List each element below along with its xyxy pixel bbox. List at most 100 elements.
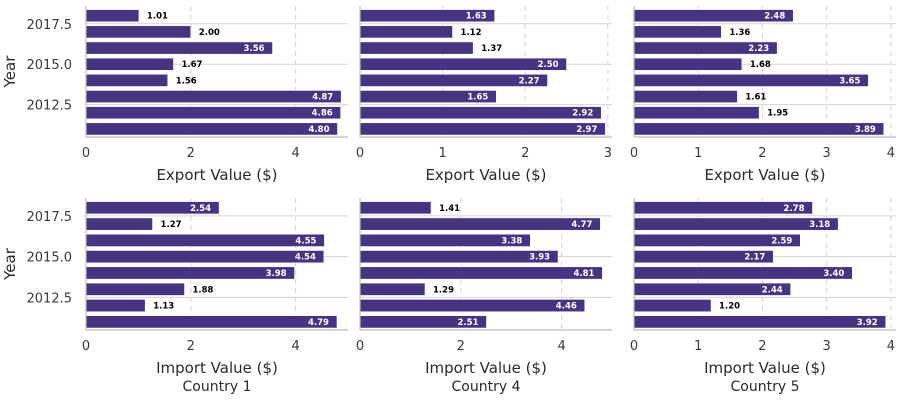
panel-import-0-bar-label: 1.13 xyxy=(153,302,174,312)
panel-export-2-bar xyxy=(633,73,869,87)
panel-import-0-y-tick-label: 2012.5 xyxy=(27,291,73,306)
panel-export-1-bar-label: 2.50 xyxy=(538,60,559,70)
panel-import-2-bar-label: 3.40 xyxy=(823,269,844,279)
panel-export-0-x-tick-label: 2 xyxy=(187,146,195,161)
panel-export-0-bar-label: 3.56 xyxy=(244,44,265,54)
panel-export-0-bar-label: 1.01 xyxy=(147,12,168,22)
panel-import-0-bar-label: 4.54 xyxy=(295,253,316,263)
panel-export-0-bar-label: 1.67 xyxy=(182,60,203,70)
column-title-0: Country 1 xyxy=(183,379,252,395)
panel-export-2-x-tick-label: 0 xyxy=(630,146,638,161)
panel-import-2-bar-label: 3.18 xyxy=(809,220,830,230)
panel-export-1-bar xyxy=(359,25,453,39)
panel-import-0-bar-label: 3.98 xyxy=(266,269,287,279)
panel-export-0-x-axis-title: Export Value ($) xyxy=(156,166,277,184)
panel-export-2-bar-label: 1.36 xyxy=(729,28,750,38)
panel-export-1-x-tick-label: 3 xyxy=(604,146,612,161)
panel-export-1-x-axis-title: Export Value ($) xyxy=(425,166,546,184)
panel-import-1-x-tick-label: 2 xyxy=(457,339,465,354)
panel-export-2-x-tick-label: 4 xyxy=(887,146,895,161)
panel-import-1-bar-label: 4.81 xyxy=(573,269,594,279)
panel-export-0-bar-label: 4.80 xyxy=(309,125,330,135)
panel-import-1-bar xyxy=(359,282,426,296)
panel-export-2-bar-label: 1.68 xyxy=(750,60,771,70)
panel-import-0-bar-label: 1.27 xyxy=(161,220,182,230)
panel-import-0-x-axis-title: Import Value ($) xyxy=(156,359,278,377)
panel-export-2-x-tick-label: 1 xyxy=(694,146,702,161)
panel-import-2-bar xyxy=(633,315,887,329)
panel-import-1-x-tick-label: 0 xyxy=(356,339,364,354)
panel-import-1-bar xyxy=(359,217,601,231)
panel-import-1-bar-label: 3.38 xyxy=(501,236,522,246)
panel-import-2-bar xyxy=(633,217,839,231)
panel-export-0-bar xyxy=(85,25,192,39)
panel-import-1-x-axis-title: Import Value ($) xyxy=(425,359,547,377)
panel-import-2-x-axis-title: Import Value ($) xyxy=(704,359,826,377)
panel-export-2-x-tick-label: 3 xyxy=(823,146,831,161)
panel-export-0-bar xyxy=(85,9,140,23)
panel-import-0-bar xyxy=(85,299,146,313)
panel-import-0-y-tick-label: 2017.5 xyxy=(27,210,73,225)
panel-import-0-bar-label: 4.55 xyxy=(295,236,316,246)
column-title-1: Country 4 xyxy=(452,379,521,395)
panel-export-1-bar-label: 2.92 xyxy=(572,109,593,119)
panel-export-0-y-tick-label: 2017.5 xyxy=(27,18,73,33)
panel-import-2-bar xyxy=(633,266,853,280)
panel-export-0-bar xyxy=(85,73,169,87)
panel-import-2-x-tick-label: 0 xyxy=(630,339,638,354)
panel-export-2-bar-label: 3.89 xyxy=(855,125,876,135)
panel-export-2-bar xyxy=(633,25,722,39)
panel-import-0-bar-label: 4.79 xyxy=(308,318,329,328)
panel-import-0-x-tick-label: 4 xyxy=(291,339,299,354)
panel-import-0-y-axis-title: Year xyxy=(1,247,19,281)
panel-import-0-bar xyxy=(85,282,185,296)
panel-import-1-x-tick-label: 4 xyxy=(557,339,565,354)
panel-export-1-bar xyxy=(359,106,602,120)
panel-export-2-bar xyxy=(633,57,743,71)
panel-import-2-bar-label: 2.59 xyxy=(771,236,792,246)
panel-import-1-bar xyxy=(359,299,586,313)
panel-export-2-bar xyxy=(633,106,760,120)
panel-import-2-bar-label: 2.17 xyxy=(744,253,765,263)
panel-import-0-x-tick-label: 2 xyxy=(187,339,195,354)
panel-export-0-y-axis-title: Year xyxy=(1,55,19,89)
panel-import-1-bar-label: 1.41 xyxy=(439,204,460,214)
panel-import-0-bar xyxy=(85,250,325,264)
panel-import-0-bar-label: 1.88 xyxy=(193,285,214,295)
panel-export-0-bar xyxy=(85,122,338,136)
panel-export-1-x-tick-label: 1 xyxy=(438,146,446,161)
panel-import-0-x-tick-label: 0 xyxy=(82,339,90,354)
panel-import-2-bar-label: 1.20 xyxy=(719,302,740,312)
panel-import-0-bar xyxy=(85,233,325,247)
panel-export-0-x-tick-label: 0 xyxy=(82,146,90,161)
panel-export-1-bar xyxy=(359,57,567,71)
panel-import-2-x-tick-label: 2 xyxy=(758,339,766,354)
panel-import-1-bar-label: 2.51 xyxy=(458,318,479,328)
panel-export-1-x-tick-label: 0 xyxy=(356,146,364,161)
panel-export-0-bar-label: 2.00 xyxy=(199,28,220,38)
panel-export-2-bar-label: 2.48 xyxy=(764,12,785,22)
panel-export-0-bar xyxy=(85,106,341,120)
panel-import-2-bar-label: 2.44 xyxy=(762,285,783,295)
panel-export-1-bar xyxy=(359,41,474,55)
panel-export-0-bar xyxy=(85,90,342,104)
panel-import-1-bar-label: 3.93 xyxy=(529,253,550,263)
panel-export-1-bar-label: 2.97 xyxy=(576,125,597,135)
panel-import-0-bar xyxy=(85,266,295,280)
panel-export-1-bar-label: 1.12 xyxy=(461,28,482,38)
panel-import-2-x-tick-label: 3 xyxy=(823,339,831,354)
panel-import-1-bar xyxy=(359,201,432,215)
panel-import-2-bar-label: 3.92 xyxy=(857,318,878,328)
panel-export-2-x-tick-label: 2 xyxy=(758,146,766,161)
panel-export-0-bar xyxy=(85,57,174,71)
panel-export-0-y-tick-label: 2012.5 xyxy=(27,99,73,114)
panel-export-1-bar-label: 1.63 xyxy=(466,12,487,22)
panel-export-0-y-tick-label: 2015.0 xyxy=(27,58,73,73)
panel-export-1-bar-label: 1.65 xyxy=(467,93,488,103)
panel-export-2-bar-label: 1.95 xyxy=(767,109,788,119)
panel-import-1-bar xyxy=(359,266,603,280)
panel-export-2-bar xyxy=(633,122,885,136)
panel-import-1-bar-label: 4.77 xyxy=(571,220,592,230)
panel-export-0-bar-label: 4.87 xyxy=(312,93,333,103)
